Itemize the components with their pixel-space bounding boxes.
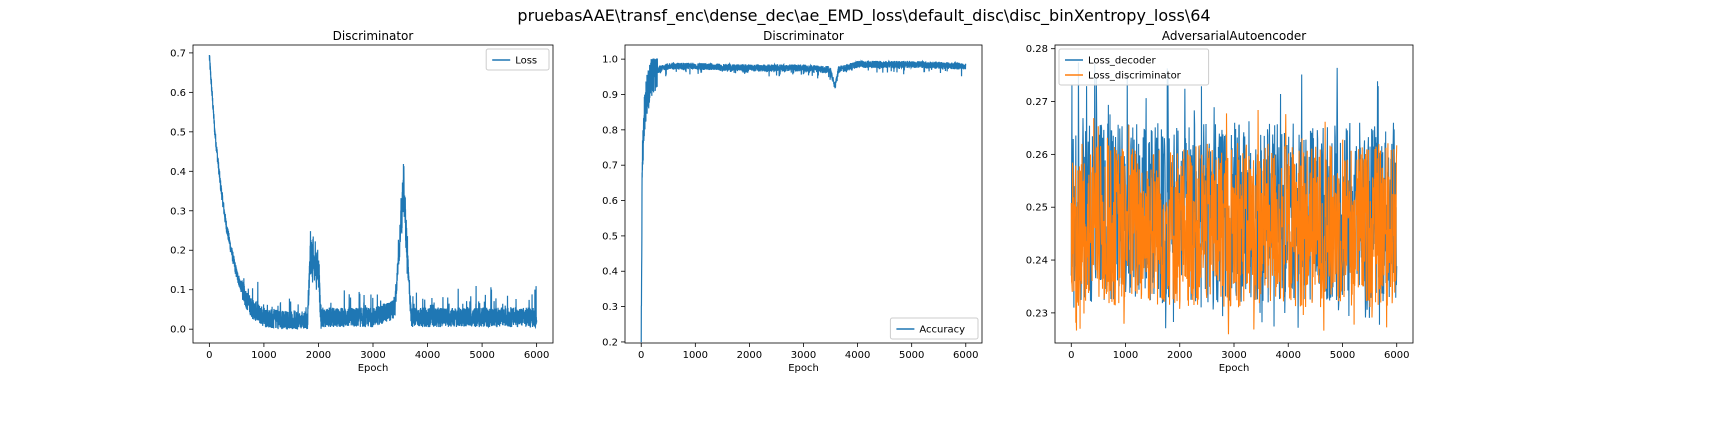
x-tick-label: 0	[206, 350, 212, 361]
x-tick-label: 4000	[1276, 350, 1301, 361]
legend-box	[889, 317, 979, 340]
legend-box	[485, 48, 550, 71]
x-tick-label: 5000	[469, 350, 494, 361]
y-tick-label: 0.24	[1026, 256, 1048, 267]
x-tick-label: 1000	[683, 350, 708, 361]
y-tick-label: 0.1	[170, 285, 186, 296]
x-tick-label: 3000	[360, 350, 385, 361]
y-tick-label: 0.4	[170, 167, 186, 178]
x-axis-label: Epoch	[358, 363, 389, 374]
axes-title: Discriminator	[763, 29, 844, 43]
y-tick-label: 0.2	[602, 337, 618, 348]
y-tick-label: 0.6	[602, 196, 618, 207]
legend-label: Accuracy	[919, 325, 965, 336]
x-tick-label: 4000	[845, 350, 870, 361]
y-tick-label: 0.3	[170, 206, 186, 217]
y-tick-label: 0.8	[602, 125, 618, 136]
y-tick-label: 0.0	[170, 325, 186, 336]
series-loss-line	[208, 54, 538, 330]
y-tick-label: 0.3	[602, 302, 618, 313]
axes-frame	[1054, 44, 1414, 344]
y-tick-label: 0.6	[170, 88, 186, 99]
series-loss-discriminator-line	[1070, 109, 1398, 335]
y-tick-label: 0.28	[1026, 44, 1048, 55]
axes-title: AdversarialAutoencoder	[1162, 29, 1306, 43]
x-tick-label: 1000	[251, 350, 276, 361]
axes-loss-panel: Discriminator Epoch 0 1000 2000 3000 4000 5000 6…	[170, 29, 554, 374]
legend-label: Loss	[515, 56, 537, 67]
y-tick-label: 0.26	[1026, 150, 1048, 161]
legend-box	[1058, 48, 1210, 86]
y-tick-label: 0.27	[1026, 97, 1048, 108]
legend-label: Loss_discriminator	[1088, 71, 1182, 82]
axes-accuracy-panel: Discriminator Epoch 0 1000 2000 3000 4000 5000 6…	[602, 29, 983, 374]
x-axis-label: Epoch	[1219, 363, 1250, 374]
axes-aae-panel: AdversarialAutoencoder Epoch 0 1000 2000 3000…	[1026, 29, 1414, 374]
x-tick-label: 0	[1068, 350, 1074, 361]
x-tick-label: 3000	[1221, 350, 1246, 361]
y-tick-label: 0.7	[602, 161, 618, 172]
y-tick-label: 0.7	[170, 48, 186, 59]
x-tick-label: 5000	[899, 350, 924, 361]
y-tick-label: 0.25	[1026, 203, 1048, 214]
y-tick-label: 0.23	[1026, 308, 1048, 319]
x-tick-label: 6000	[1384, 350, 1409, 361]
axes-frame	[624, 44, 983, 344]
x-tick-label: 2000	[306, 350, 331, 361]
x-tick-label: 3000	[791, 350, 816, 361]
x-tick-label: 2000	[1167, 350, 1192, 361]
y-tick-label: 0.9	[602, 90, 618, 101]
x-tick-label: 6000	[524, 350, 549, 361]
axes-title: Discriminator	[333, 29, 414, 43]
y-tick-label: 0.2	[170, 246, 186, 257]
x-axis-label: Epoch	[788, 363, 819, 374]
y-tick-label: 0.5	[170, 127, 186, 138]
y-tick-label: 0.4	[602, 267, 618, 278]
axes-frame	[192, 44, 554, 344]
y-tick-label: 0.5	[602, 231, 618, 242]
x-tick-label: 0	[638, 350, 644, 361]
x-tick-label: 4000	[415, 350, 440, 361]
legend-label: Loss_decoder	[1088, 56, 1157, 67]
x-tick-label: 5000	[1330, 350, 1355, 361]
figure-suptitle: pruebasAAE\transf_enc\dense_dec\ae_EMD_l…	[517, 6, 1210, 26]
series-accuracy-line	[640, 58, 967, 343]
y-tick-label: 1.0	[602, 55, 618, 66]
x-tick-label: 2000	[737, 350, 762, 361]
x-tick-label: 1000	[1113, 350, 1138, 361]
x-tick-label: 6000	[953, 350, 978, 361]
